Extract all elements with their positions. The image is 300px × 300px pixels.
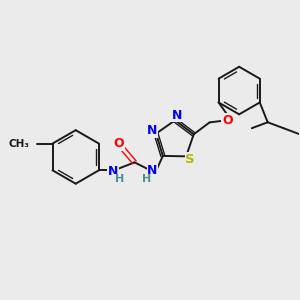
Text: N: N: [147, 124, 157, 137]
Text: O: O: [222, 114, 233, 127]
Text: S: S: [185, 153, 195, 166]
Text: N: N: [147, 164, 158, 177]
Text: O: O: [113, 137, 124, 150]
Text: H: H: [142, 174, 151, 184]
Text: CH₃: CH₃: [9, 139, 30, 148]
Text: H: H: [115, 174, 124, 184]
Text: N: N: [107, 165, 118, 178]
Text: N: N: [172, 109, 182, 122]
